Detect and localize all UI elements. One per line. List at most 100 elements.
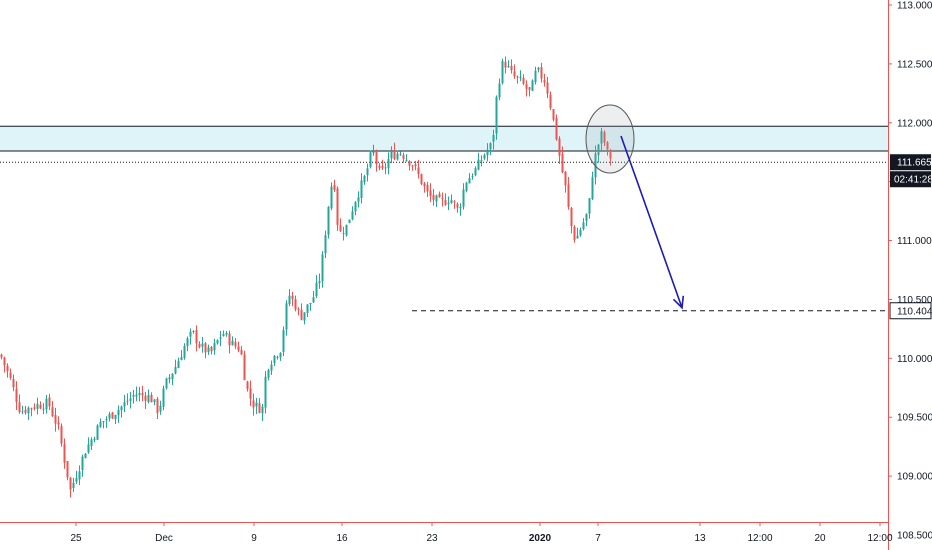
candle-down	[564, 171, 567, 186]
candle-up	[261, 406, 264, 414]
candle-up	[501, 61, 504, 84]
candle-down	[426, 184, 429, 192]
candle-up	[273, 355, 276, 364]
candle-up	[117, 409, 120, 416]
candle-down	[237, 346, 240, 351]
candle-up	[303, 312, 306, 321]
candle-down	[0, 354, 3, 358]
candle-down	[54, 415, 57, 424]
candle-down	[555, 118, 558, 140]
candle-up	[99, 421, 102, 427]
candle-up	[492, 135, 495, 142]
candle-up	[309, 302, 312, 305]
candle-up	[177, 360, 180, 369]
candle-up	[75, 478, 78, 482]
target-level-badge	[889, 302, 932, 320]
candle-up	[351, 211, 354, 220]
candle-down	[291, 295, 294, 300]
candle-down	[336, 188, 339, 225]
time-axis-background	[0, 522, 888, 550]
countdown-badge	[890, 171, 931, 188]
candle-up	[345, 224, 348, 236]
candle-up	[270, 364, 273, 371]
candle-up	[288, 295, 291, 305]
candle-down	[51, 407, 54, 416]
candle-up	[168, 377, 171, 380]
price-axis-background	[888, 0, 932, 550]
time-tick-label: 7	[595, 533, 601, 544]
candle-up	[213, 343, 216, 351]
candle-up	[321, 254, 324, 282]
candle-down	[444, 199, 447, 205]
countdown-label: 02:41:28	[894, 175, 932, 186]
candle-up	[462, 189, 465, 207]
candle-up	[207, 347, 210, 353]
candle-down	[18, 402, 21, 413]
price-tick-label: 110.500	[897, 295, 932, 306]
candle-down	[144, 395, 147, 401]
candle-down	[546, 82, 549, 94]
candle-up	[276, 356, 279, 358]
candle-up	[450, 200, 453, 204]
candle-up	[360, 180, 363, 198]
candle-up	[171, 373, 174, 380]
candle-down	[249, 388, 252, 399]
candle-up	[267, 369, 270, 378]
candle-up	[129, 398, 132, 401]
highlight-circle[interactable]	[585, 104, 635, 174]
candle-up	[87, 444, 90, 453]
candle-up	[192, 330, 195, 332]
candle-down	[342, 232, 345, 234]
candle-down	[294, 299, 297, 310]
candle-up	[324, 235, 327, 254]
candle-down	[504, 61, 507, 68]
candle-down	[30, 408, 33, 410]
candle-down	[522, 77, 525, 84]
price-tick-label: 113.000	[897, 1, 932, 12]
candle-up	[327, 206, 330, 235]
candle-down	[603, 132, 606, 143]
candle-down	[516, 76, 519, 78]
candle-down	[408, 161, 411, 166]
candle-up	[483, 154, 486, 159]
candle-up	[495, 96, 498, 134]
time-axis[interactable]: 25 Dec 9 16 23 2020 7 13 12:00 20 12:00	[0, 522, 893, 550]
candle-down	[438, 193, 441, 198]
candle-up	[399, 153, 402, 155]
time-tick-label: 23	[426, 533, 438, 544]
candle-down	[33, 407, 36, 409]
candle-down	[39, 404, 42, 409]
projection-arrow[interactable]	[620, 135, 683, 309]
candle-down	[333, 185, 336, 190]
candle-up	[90, 439, 93, 446]
candle-up	[78, 471, 81, 480]
candle-down	[48, 397, 51, 407]
candle-up	[507, 65, 510, 67]
candle-up	[477, 159, 480, 170]
candle-down	[12, 379, 15, 388]
candle-up	[84, 453, 87, 459]
candle-up	[471, 176, 474, 178]
price-tick-label: 111.000	[897, 236, 932, 247]
candle-up	[597, 144, 600, 156]
candle-down	[567, 184, 570, 207]
candle-up	[459, 206, 462, 209]
time-tick-label: 16	[336, 533, 348, 544]
candle-down	[234, 342, 237, 347]
price-tick-label: 112.000	[897, 118, 932, 129]
candle-up	[465, 182, 468, 191]
candle-down	[15, 388, 18, 403]
candle-up	[600, 131, 603, 144]
candle-up	[147, 395, 150, 402]
candle-up	[174, 367, 177, 374]
drawing-overlay[interactable]	[412, 104, 888, 312]
price-axis[interactable]: 113.000112.500112.000111.500111.000110.5…	[888, 0, 932, 550]
current-price-label: 111.665	[897, 158, 932, 169]
candle-up	[93, 438, 96, 440]
candle-up	[357, 197, 360, 202]
candle-down	[210, 347, 213, 352]
candle-up	[282, 330, 285, 352]
candle-down	[24, 409, 27, 413]
resistance-zone	[0, 126, 888, 152]
